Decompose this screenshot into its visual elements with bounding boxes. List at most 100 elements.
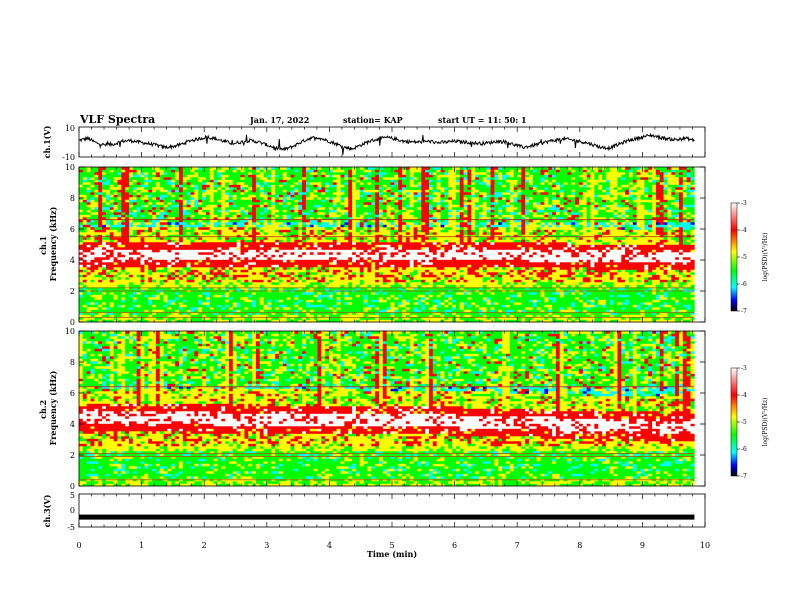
spectrogram-cell bbox=[121, 277, 126, 280]
spectrogram-cell bbox=[252, 239, 257, 243]
spectrogram-cell bbox=[194, 209, 199, 213]
spectrogram-cell bbox=[152, 309, 157, 313]
spectrogram-cell bbox=[244, 297, 249, 300]
spectrogram-cell bbox=[328, 177, 334, 180]
spectrogram-cell bbox=[140, 287, 145, 290]
spectrogram-cell bbox=[240, 179, 245, 183]
spectrogram-cell bbox=[244, 319, 249, 323]
spectrogram-cell bbox=[382, 252, 387, 255]
spectrogram-cell bbox=[278, 319, 284, 323]
spectrogram-cell bbox=[109, 232, 114, 235]
spectrogram-cell bbox=[182, 197, 187, 200]
spectrogram-cell bbox=[117, 282, 122, 285]
spectrogram-cell bbox=[321, 189, 326, 193]
spectrogram-cell bbox=[125, 249, 130, 253]
spectrogram-cell bbox=[232, 242, 237, 245]
spectrogram-cell bbox=[309, 254, 314, 258]
spectrogram-cell bbox=[240, 204, 245, 208]
spectrogram-cell bbox=[79, 224, 84, 228]
spectrogram-cell bbox=[244, 192, 249, 195]
spectrogram-cell bbox=[244, 272, 249, 275]
spectrogram-cell bbox=[202, 249, 207, 253]
spectrogram-cell bbox=[152, 177, 157, 180]
spectrogram-cell bbox=[205, 172, 211, 175]
spectrogram-cell bbox=[309, 189, 314, 193]
spectrogram-cell bbox=[352, 259, 357, 263]
spectrogram-cell bbox=[344, 232, 349, 235]
spectrogram-cell bbox=[213, 219, 218, 223]
spectrogram-cell bbox=[352, 242, 357, 245]
spectrogram-cell bbox=[155, 247, 161, 250]
spectrogram-cell bbox=[171, 187, 176, 190]
spectrogram-cell bbox=[363, 217, 368, 220]
spectrogram-cell bbox=[182, 297, 187, 300]
spectrogram-cell bbox=[302, 269, 307, 273]
spectrogram-cell bbox=[232, 199, 237, 203]
spectrogram-cell bbox=[136, 234, 141, 238]
spectrogram-cell bbox=[175, 307, 180, 310]
spectrogram-cell bbox=[248, 234, 253, 238]
spectrogram-cell bbox=[159, 262, 164, 265]
spectrogram-cell bbox=[167, 307, 172, 310]
spectrogram-cell bbox=[194, 317, 199, 320]
spectrogram-cell bbox=[317, 317, 322, 320]
spectrogram-cell bbox=[79, 249, 84, 253]
spectrogram-cell bbox=[355, 234, 361, 238]
spectrogram-cell bbox=[105, 217, 111, 220]
spectrogram-cell bbox=[163, 214, 168, 218]
spectrogram-cell bbox=[313, 217, 318, 220]
spectrogram-cell bbox=[309, 224, 314, 228]
spectrogram-cell bbox=[267, 294, 272, 298]
spectrogram-cell bbox=[294, 269, 299, 273]
spectrogram-cell bbox=[171, 167, 176, 170]
spectrogram-cell bbox=[348, 282, 353, 285]
spectrogram-cell bbox=[225, 239, 230, 243]
spectrogram-cell bbox=[317, 319, 322, 323]
spectrogram-cell bbox=[352, 232, 357, 235]
spectrogram-cell bbox=[302, 272, 307, 275]
spectrogram-cell bbox=[167, 184, 172, 188]
spectrogram-cell bbox=[202, 237, 207, 240]
spectrogram-cell bbox=[340, 284, 345, 288]
spectrogram-cell bbox=[144, 267, 149, 270]
spectrogram-cell bbox=[117, 262, 122, 265]
spectrogram-cell bbox=[259, 297, 264, 300]
spectrogram-cell bbox=[275, 219, 280, 223]
spectrogram-cell bbox=[298, 224, 303, 228]
spectrogram-cell bbox=[198, 317, 203, 320]
spectrogram-cell bbox=[163, 319, 168, 323]
spectrogram-cell bbox=[378, 219, 384, 223]
spectrogram-cell bbox=[259, 192, 264, 195]
spectrogram-cell bbox=[90, 182, 95, 185]
spectrogram-cell bbox=[205, 284, 211, 288]
spectrogram-cell bbox=[121, 319, 126, 323]
spectrogram-cell bbox=[282, 189, 287, 193]
spectrogram-cell bbox=[244, 242, 249, 245]
spectrogram-cell bbox=[82, 207, 87, 210]
spectrogram-cell bbox=[271, 179, 276, 183]
spectrogram-cell bbox=[240, 189, 245, 193]
spectrogram-cell bbox=[82, 247, 87, 250]
spectrogram-cell bbox=[125, 204, 130, 208]
spectrogram-cell bbox=[194, 239, 199, 243]
spectrogram-cell bbox=[259, 179, 264, 183]
spectrogram-cell bbox=[221, 317, 226, 320]
spectrogram-cell bbox=[252, 222, 257, 225]
spectrogram-cell bbox=[255, 174, 261, 178]
spectrogram-cell bbox=[244, 232, 249, 235]
spectrogram-cell bbox=[290, 282, 295, 285]
spectrogram-cell bbox=[382, 267, 387, 270]
spectrogram-cell bbox=[378, 177, 384, 180]
spectrogram-cell bbox=[175, 294, 180, 298]
spectrogram-cell bbox=[298, 249, 303, 253]
spectrogram-cell bbox=[121, 197, 126, 200]
spectrogram-cell bbox=[148, 204, 153, 208]
spectrogram-cell bbox=[359, 312, 364, 315]
spectrogram-cell bbox=[367, 234, 372, 238]
spectrogram-cell bbox=[102, 169, 107, 173]
spectrogram-cell bbox=[290, 264, 295, 268]
spectrogram-cell bbox=[271, 227, 276, 230]
spectrogram-cell bbox=[294, 229, 299, 233]
spectrogram-cell bbox=[228, 272, 234, 275]
spectrogram-cell bbox=[328, 229, 334, 233]
